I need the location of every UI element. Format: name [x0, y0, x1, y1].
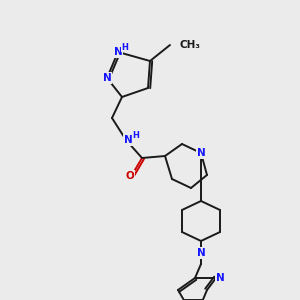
Text: N: N: [114, 47, 122, 57]
Text: O: O: [126, 171, 134, 181]
Text: H: H: [122, 43, 128, 52]
Text: CH₃: CH₃: [179, 40, 200, 50]
Text: N: N: [124, 135, 132, 145]
Text: H: H: [133, 130, 140, 140]
Text: N: N: [196, 148, 206, 158]
Text: N: N: [216, 273, 224, 283]
Text: N: N: [196, 248, 206, 258]
Text: N: N: [103, 73, 111, 83]
